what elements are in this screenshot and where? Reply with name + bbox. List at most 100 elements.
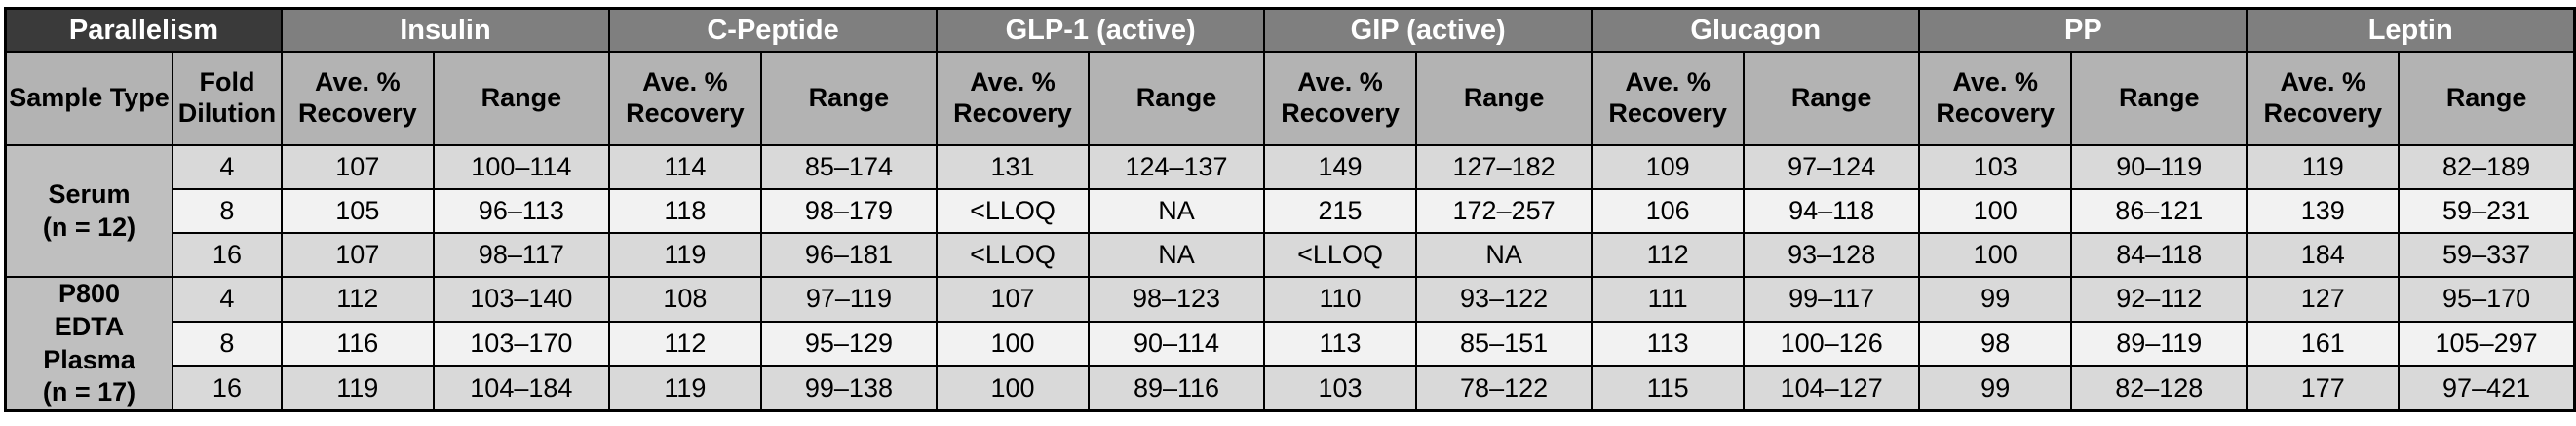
parallelism-header: Parallelism <box>4 7 283 53</box>
recovery-value-cell: 107 <box>280 232 435 278</box>
recovery-value-cell: 127 <box>2246 276 2401 323</box>
fold-dilution-cell: 8 <box>171 188 283 234</box>
range-value-cell: 98–117 <box>432 232 611 278</box>
recovery-value-cell: 139 <box>2246 188 2401 234</box>
table-body: Serum (n = 12) 4 107 100–114 114 85–174 131 124–… <box>4 144 2576 412</box>
range-value-cell: 103–140 <box>432 276 611 323</box>
sample-type-line: P800 <box>58 279 121 308</box>
group-header-row: Parallelism Insulin C-Peptide GLP-1 (activ… <box>4 7 2576 53</box>
recovery-value-cell: 108 <box>608 276 762 323</box>
analyte-header: Insulin <box>280 7 611 53</box>
recovery-value-cell: 177 <box>2246 365 2401 412</box>
recovery-value-cell: 119 <box>608 232 762 278</box>
data-row: 16 119 104–184 119 99–138 100 89–116 103 78–122 1… <box>6 365 2576 412</box>
recovery-value-cell: 103 <box>1263 365 1417 412</box>
range-value-cell: 82–189 <box>2398 144 2576 190</box>
recovery-value-cell: 107 <box>936 276 1090 323</box>
range-value-cell: 85–174 <box>759 144 939 190</box>
range-value-cell: 84–118 <box>2070 232 2249 278</box>
range-value-cell: 96–113 <box>432 188 611 234</box>
data-row: 8 105 96–113 118 98–179 <LLOQ NA 215 172–257 106 9… <box>6 188 2576 234</box>
fold-dilution-cell: 4 <box>171 276 283 323</box>
range-value-cell: 97–119 <box>759 276 939 323</box>
recovery-value-cell: 110 <box>1263 276 1417 323</box>
range-value-cell: 90–114 <box>1087 320 1266 368</box>
ave-recovery-header: Ave. % Recovery <box>936 51 1090 146</box>
analyte-header: Glucagon <box>1591 7 1921 53</box>
data-row: 8 116 103–170 112 95–129 100 90–114 113 85–151 11… <box>6 320 2576 368</box>
sample-type-line: Serum <box>48 178 131 209</box>
range-value-cell: 93–122 <box>1414 276 1594 323</box>
page: Parallelism Insulin C-Peptide GLP-1 (activ… <box>4 7 2576 412</box>
recovery-value-cell: 215 <box>1263 188 1417 234</box>
range-value-cell: 97–124 <box>1743 144 1921 190</box>
parallelism-table: Parallelism Insulin C-Peptide GLP-1 (activ… <box>4 7 2576 412</box>
range-value-cell: NA <box>1414 232 1594 278</box>
ave-recovery-header: Ave. % Recovery <box>608 51 762 146</box>
recovery-value-cell: 99 <box>1918 276 2073 323</box>
range-value-cell: 100–126 <box>1743 320 1921 368</box>
range-header: Range <box>2070 51 2249 146</box>
range-value-cell: 86–121 <box>2070 188 2249 234</box>
recovery-value-cell: 119 <box>608 365 762 412</box>
data-row: P800 EDTA Plasma (n = 17) 4 112 103–140 108 97–… <box>4 276 2576 412</box>
data-row: Serum (n = 12) 4 107 100–114 114 85–174 131 124–… <box>4 144 2576 278</box>
range-value-cell: 85–151 <box>1414 320 1594 368</box>
range-value-cell: 89–119 <box>2070 320 2249 368</box>
range-value-cell: 92–112 <box>2070 276 2249 323</box>
ave-recovery-header: Ave. % Recovery <box>1263 51 1417 146</box>
range-value-cell: NA <box>1087 232 1266 278</box>
recovery-value-cell: 149 <box>1263 144 1417 190</box>
range-header: Range <box>1414 51 1594 146</box>
sample-type-cell: P800 EDTA Plasma (n = 17) <box>4 276 173 412</box>
recovery-value-cell: <LLOQ <box>936 232 1090 278</box>
recovery-value-cell: 184 <box>2246 232 2401 278</box>
recovery-value-cell: 112 <box>608 320 762 368</box>
range-value-cell: 103–170 <box>432 320 611 368</box>
range-value-cell: 124–137 <box>1087 144 1266 190</box>
range-value-cell: 94–118 <box>1743 188 1921 234</box>
ave-recovery-header: Ave. % Recovery <box>1918 51 2073 146</box>
ave-recovery-header: Ave. % Recovery <box>1591 51 1746 146</box>
range-value-cell: 97–421 <box>2398 365 2576 412</box>
sample-type-line: EDTA Plasma <box>43 311 135 374</box>
recovery-value-cell: 119 <box>2246 144 2401 190</box>
range-value-cell: 95–170 <box>2398 276 2576 323</box>
range-value-cell: 59–337 <box>2398 232 2576 278</box>
recovery-value-cell: 100 <box>1918 232 2073 278</box>
range-header: Range <box>2398 51 2576 146</box>
range-header: Range <box>759 51 939 146</box>
range-value-cell: 100–114 <box>432 144 611 190</box>
range-value-cell: 59–231 <box>2398 188 2576 234</box>
analyte-header: GLP-1 (active) <box>936 7 1266 53</box>
range-value-cell: 99–117 <box>1743 276 1921 323</box>
range-header: Range <box>1743 51 1921 146</box>
recovery-value-cell: 115 <box>1591 365 1746 412</box>
range-value-cell: 104–127 <box>1743 365 1921 412</box>
recovery-value-cell: 161 <box>2246 320 2401 368</box>
data-row: 16 107 98–117 119 96–181 <LLOQ NA <LLOQ NA 112 93–… <box>6 232 2576 278</box>
range-value-cell: 104–184 <box>432 365 611 412</box>
recovery-value-cell: 106 <box>1591 188 1746 234</box>
fold-dilution-cell: 4 <box>171 144 283 190</box>
fold-dilution-column-header: Fold Dilution <box>171 51 283 146</box>
range-value-cell: 82–128 <box>2070 365 2249 412</box>
recovery-value-cell: 113 <box>1263 320 1417 368</box>
fold-dilution-cell: 8 <box>171 320 283 368</box>
range-header: Range <box>1087 51 1266 146</box>
recovery-value-cell: <LLOQ <box>1263 232 1417 278</box>
recovery-value-cell: 100 <box>936 320 1090 368</box>
recovery-value-cell: 114 <box>608 144 762 190</box>
range-value-cell: 89–116 <box>1087 365 1266 412</box>
ave-recovery-header: Ave. % Recovery <box>280 51 435 146</box>
recovery-value-cell: 105 <box>280 188 435 234</box>
recovery-value-cell: 119 <box>280 365 435 412</box>
recovery-value-cell: 113 <box>1591 320 1746 368</box>
recovery-value-cell: 107 <box>280 144 435 190</box>
range-value-cell: 127–182 <box>1414 144 1594 190</box>
sub-header-row: Sample Type Fold Dilution Ave. % Recover… <box>4 51 2576 146</box>
recovery-value-cell: 116 <box>280 320 435 368</box>
range-header: Range <box>432 51 611 146</box>
recovery-value-cell: 112 <box>280 276 435 323</box>
analyte-header: GIP (active) <box>1263 7 1594 53</box>
